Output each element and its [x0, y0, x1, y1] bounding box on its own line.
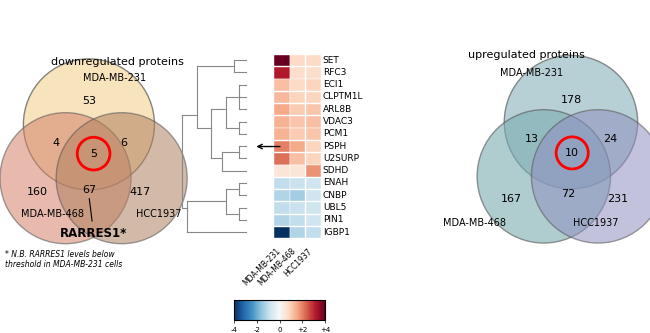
Text: UBL5: UBL5	[323, 203, 346, 212]
Text: CLPTM1L: CLPTM1L	[323, 93, 363, 102]
Text: 10: 10	[566, 148, 579, 158]
FancyBboxPatch shape	[306, 166, 321, 177]
Text: SET: SET	[323, 56, 339, 65]
FancyBboxPatch shape	[290, 141, 305, 152]
FancyBboxPatch shape	[274, 129, 289, 140]
Text: 53: 53	[82, 96, 96, 106]
FancyBboxPatch shape	[274, 79, 289, 91]
FancyBboxPatch shape	[274, 92, 289, 103]
Text: ECI1: ECI1	[323, 80, 343, 89]
Text: RARRES1*: RARRES1*	[60, 198, 127, 240]
FancyBboxPatch shape	[274, 214, 289, 226]
Text: HCC1937: HCC1937	[282, 246, 313, 278]
Text: PIN1: PIN1	[323, 215, 343, 224]
FancyBboxPatch shape	[290, 166, 305, 177]
FancyBboxPatch shape	[290, 227, 305, 238]
Text: PCM1: PCM1	[323, 129, 348, 138]
Text: 67: 67	[82, 185, 96, 195]
FancyBboxPatch shape	[306, 177, 321, 189]
FancyBboxPatch shape	[290, 177, 305, 189]
FancyBboxPatch shape	[274, 177, 289, 189]
FancyBboxPatch shape	[290, 190, 305, 201]
FancyBboxPatch shape	[306, 214, 321, 226]
Text: U2SURP: U2SURP	[323, 154, 359, 163]
Text: 4: 4	[53, 138, 60, 148]
FancyBboxPatch shape	[274, 190, 289, 201]
Text: MDA-MB-231: MDA-MB-231	[83, 73, 146, 83]
Text: 24: 24	[603, 134, 618, 144]
Text: SDHD: SDHD	[323, 166, 349, 175]
FancyBboxPatch shape	[290, 116, 305, 128]
Text: downregulated proteins: downregulated proteins	[51, 57, 183, 67]
FancyBboxPatch shape	[274, 166, 289, 177]
Text: 5: 5	[90, 149, 97, 159]
FancyBboxPatch shape	[290, 79, 305, 91]
Text: MDA-MB-468: MDA-MB-468	[443, 218, 506, 228]
Text: ENAH: ENAH	[323, 178, 348, 187]
Circle shape	[504, 55, 638, 189]
Text: RFC3: RFC3	[323, 68, 346, 77]
Text: * N.B. RARRES1 levels below
threshold in MDA-MB-231 cells: * N.B. RARRES1 levels below threshold in…	[5, 250, 122, 269]
FancyBboxPatch shape	[290, 202, 305, 214]
Text: MDA-MB-231: MDA-MB-231	[500, 68, 563, 78]
Text: IGBP1: IGBP1	[323, 228, 350, 237]
Circle shape	[532, 110, 650, 243]
FancyBboxPatch shape	[306, 153, 321, 165]
FancyBboxPatch shape	[274, 67, 289, 79]
FancyBboxPatch shape	[306, 129, 321, 140]
FancyBboxPatch shape	[274, 104, 289, 116]
FancyBboxPatch shape	[290, 214, 305, 226]
FancyBboxPatch shape	[290, 55, 305, 66]
FancyBboxPatch shape	[306, 92, 321, 103]
Text: 160: 160	[27, 187, 48, 197]
Text: HCC1937: HCC1937	[573, 218, 618, 228]
FancyBboxPatch shape	[274, 141, 289, 152]
FancyBboxPatch shape	[306, 55, 321, 66]
Text: 6: 6	[120, 138, 127, 148]
FancyBboxPatch shape	[290, 153, 305, 165]
FancyBboxPatch shape	[290, 67, 305, 79]
Circle shape	[23, 59, 155, 190]
Text: PSPH: PSPH	[323, 142, 346, 151]
FancyBboxPatch shape	[306, 116, 321, 128]
FancyBboxPatch shape	[274, 202, 289, 214]
FancyBboxPatch shape	[274, 153, 289, 165]
FancyBboxPatch shape	[274, 55, 289, 66]
FancyBboxPatch shape	[306, 79, 321, 91]
Text: 231: 231	[607, 193, 629, 203]
Text: 417: 417	[130, 187, 151, 197]
Circle shape	[56, 113, 187, 244]
FancyBboxPatch shape	[306, 202, 321, 214]
FancyBboxPatch shape	[274, 116, 289, 128]
FancyBboxPatch shape	[274, 227, 289, 238]
Text: MDA-MB-468: MDA-MB-468	[21, 208, 84, 219]
Circle shape	[477, 110, 610, 243]
FancyBboxPatch shape	[290, 92, 305, 103]
FancyBboxPatch shape	[306, 104, 321, 116]
Text: upregulated proteins: upregulated proteins	[468, 50, 585, 60]
Text: 72: 72	[562, 189, 576, 199]
Text: MDA-MB-231: MDA-MB-231	[241, 246, 282, 288]
Text: 167: 167	[501, 193, 522, 203]
Text: MDA-MB-468: MDA-MB-468	[257, 246, 298, 288]
FancyBboxPatch shape	[306, 141, 321, 152]
Text: 13: 13	[525, 134, 538, 144]
Text: ARL8B: ARL8B	[323, 105, 352, 114]
FancyBboxPatch shape	[306, 227, 321, 238]
FancyBboxPatch shape	[290, 129, 305, 140]
FancyBboxPatch shape	[306, 190, 321, 201]
Circle shape	[0, 113, 131, 244]
Text: 178: 178	[560, 95, 582, 105]
Text: VDAC3: VDAC3	[323, 117, 354, 126]
Text: CNBP: CNBP	[323, 191, 347, 200]
FancyBboxPatch shape	[306, 67, 321, 79]
Text: HCC1937: HCC1937	[136, 208, 181, 219]
FancyBboxPatch shape	[290, 104, 305, 116]
